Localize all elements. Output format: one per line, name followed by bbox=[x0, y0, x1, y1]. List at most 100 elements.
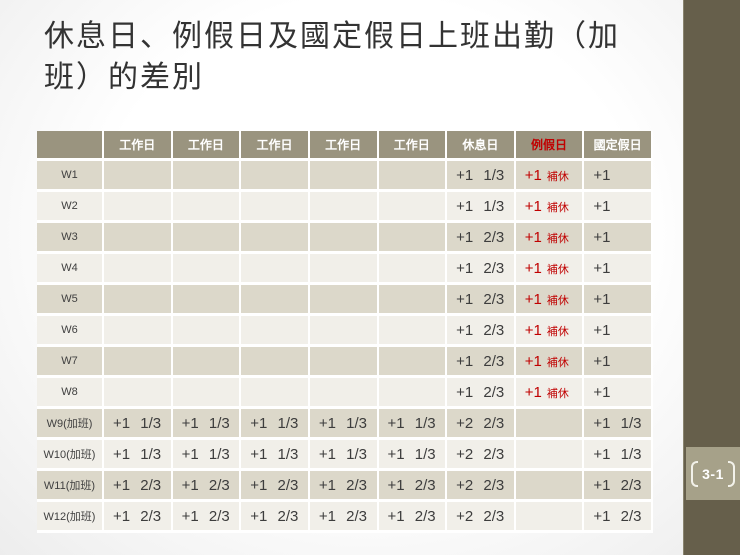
rest-day-cell: +1 2/3 bbox=[447, 254, 516, 285]
holiday-note: 補休 bbox=[546, 387, 569, 400]
workday-cell: +1 1/3 bbox=[172, 409, 242, 440]
holiday-note: 補休 bbox=[546, 263, 569, 276]
national-holiday-cell: +1 2/3 bbox=[584, 502, 653, 533]
rest-day-cell: +1 2/3 bbox=[447, 378, 516, 409]
regular-holiday-cell: +1 補休 bbox=[515, 316, 585, 347]
row-label-cell: W8 bbox=[37, 378, 104, 409]
column-header: 休息日 bbox=[447, 131, 516, 161]
workday-cell bbox=[172, 223, 242, 254]
national-holiday-cell: +1 bbox=[584, 316, 653, 347]
national-holiday-cell: +1 1/3 bbox=[584, 409, 653, 440]
table-row: W1 +1 1/3 +1 補休 +1 bbox=[37, 161, 653, 192]
overtime-comparison-table: 工作日 工作日 工作日 工作日 工作日 休息日 例假日 國定假日 W1 +1 1/3 +1 補休 +1… bbox=[37, 131, 653, 533]
national-holiday-cell: +1 bbox=[584, 254, 653, 285]
workday-cell bbox=[241, 192, 310, 223]
workday-cell bbox=[172, 378, 242, 409]
national-holiday-cell: +1 2/3 bbox=[584, 471, 653, 502]
table-row: W7 +1 2/3 +1 補休 +1 bbox=[37, 347, 653, 378]
column-header: 工作日 bbox=[104, 131, 173, 161]
workday-cell bbox=[378, 316, 448, 347]
table-row: W2 +1 1/3 +1 補休 +1 bbox=[37, 192, 653, 223]
row-label-cell: W1 bbox=[37, 161, 104, 192]
workday-cell bbox=[309, 316, 379, 347]
workday-cell bbox=[104, 192, 173, 223]
workday-cell bbox=[378, 347, 448, 378]
rest-day-cell: +1 2/3 bbox=[447, 285, 516, 316]
row-label-cell: W9(加班) bbox=[37, 409, 104, 440]
holiday-value: +1 bbox=[524, 321, 542, 339]
column-header: 工作日 bbox=[309, 131, 379, 161]
rest-day-cell: +2 2/3 bbox=[447, 409, 516, 440]
title-line-2: 班）的差別 bbox=[44, 60, 204, 95]
workday-cell bbox=[378, 223, 448, 254]
workday-cell bbox=[241, 378, 310, 409]
table-header-row: 工作日 工作日 工作日 工作日 工作日 休息日 例假日 國定假日 bbox=[37, 131, 653, 161]
regular-holiday-cell bbox=[515, 440, 585, 471]
regular-holiday-cell: +1 補休 bbox=[515, 254, 585, 285]
workday-cell: +1 2/3 bbox=[378, 471, 448, 502]
rest-day-cell: +2 2/3 bbox=[447, 502, 516, 533]
holiday-note: 補休 bbox=[546, 201, 569, 214]
rest-day-cell: +2 2/3 bbox=[447, 471, 516, 502]
row-label-cell: W5 bbox=[37, 285, 104, 316]
slide-number: 3-1 bbox=[702, 465, 724, 482]
workday-cell bbox=[104, 254, 173, 285]
workday-cell bbox=[241, 347, 310, 378]
row-label-cell: W12(加班) bbox=[37, 502, 104, 533]
workday-cell bbox=[104, 161, 173, 192]
workday-cell bbox=[378, 378, 448, 409]
workday-cell: +1 2/3 bbox=[309, 502, 379, 533]
corner-header-cell bbox=[37, 131, 104, 161]
workday-cell bbox=[172, 161, 242, 192]
row-label-cell: W4 bbox=[37, 254, 104, 285]
row-label-cell: W7 bbox=[37, 347, 104, 378]
workday-cell bbox=[378, 254, 448, 285]
workday-cell bbox=[172, 347, 242, 378]
regular-holiday-cell bbox=[515, 409, 585, 440]
workday-cell bbox=[241, 254, 310, 285]
rest-day-cell: +1 1/3 bbox=[447, 192, 516, 223]
national-holiday-cell: +1 bbox=[584, 378, 653, 409]
regular-holiday-cell: +1 補休 bbox=[515, 223, 585, 254]
table-row: W8 +1 2/3 +1 補休 +1 bbox=[37, 378, 653, 409]
rest-day-cell: +2 2/3 bbox=[447, 440, 516, 471]
workday-cell bbox=[104, 347, 173, 378]
workday-cell bbox=[309, 161, 379, 192]
workday-cell: +1 1/3 bbox=[241, 440, 310, 471]
workday-cell: +1 2/3 bbox=[104, 471, 173, 502]
regular-holiday-cell bbox=[515, 471, 585, 502]
workday-cell: +1 1/3 bbox=[309, 440, 379, 471]
workday-cell bbox=[309, 285, 379, 316]
workday-cell bbox=[172, 254, 242, 285]
holiday-value: +1 bbox=[524, 228, 542, 246]
row-label-cell: W2 bbox=[37, 192, 104, 223]
workday-cell bbox=[172, 285, 242, 316]
holiday-note: 補休 bbox=[546, 232, 569, 245]
workday-cell bbox=[104, 378, 173, 409]
workday-cell: +1 2/3 bbox=[172, 471, 242, 502]
workday-cell: +1 2/3 bbox=[104, 502, 173, 533]
rest-day-cell: +1 2/3 bbox=[447, 316, 516, 347]
right-bracket-icon bbox=[727, 460, 735, 487]
workday-cell: +1 2/3 bbox=[241, 471, 310, 502]
table-row: W12(加班) +1 2/3 +1 2/3 +1 2/3 +1 2/3 +1 2/3 +2 … bbox=[37, 502, 653, 533]
holiday-note: 補休 bbox=[546, 294, 569, 307]
workday-cell bbox=[241, 223, 310, 254]
holiday-value: +1 bbox=[524, 197, 542, 215]
regular-holiday-cell: +1 補休 bbox=[515, 285, 585, 316]
workday-cell: +1 2/3 bbox=[241, 502, 310, 533]
holiday-note: 補休 bbox=[546, 325, 569, 338]
holiday-note: 補休 bbox=[546, 356, 569, 369]
workday-cell bbox=[309, 378, 379, 409]
regular-holiday-cell: +1 補休 bbox=[515, 347, 585, 378]
slide-number-badge: 3-1 bbox=[686, 447, 740, 500]
regular-holiday-cell: +1 補休 bbox=[515, 192, 585, 223]
workday-cell: +1 1/3 bbox=[378, 440, 448, 471]
workday-cell bbox=[104, 223, 173, 254]
title-line-1: 休息日、例假日及國定假日上班出勤（加 bbox=[44, 19, 620, 54]
row-label-cell: W10(加班) bbox=[37, 440, 104, 471]
national-holiday-cell: +1 bbox=[584, 285, 653, 316]
table-row: W10(加班) +1 1/3 +1 1/3 +1 1/3 +1 1/3 +1 1/3 +2 … bbox=[37, 440, 653, 471]
table-row: W5 +1 2/3 +1 補休 +1 bbox=[37, 285, 653, 316]
